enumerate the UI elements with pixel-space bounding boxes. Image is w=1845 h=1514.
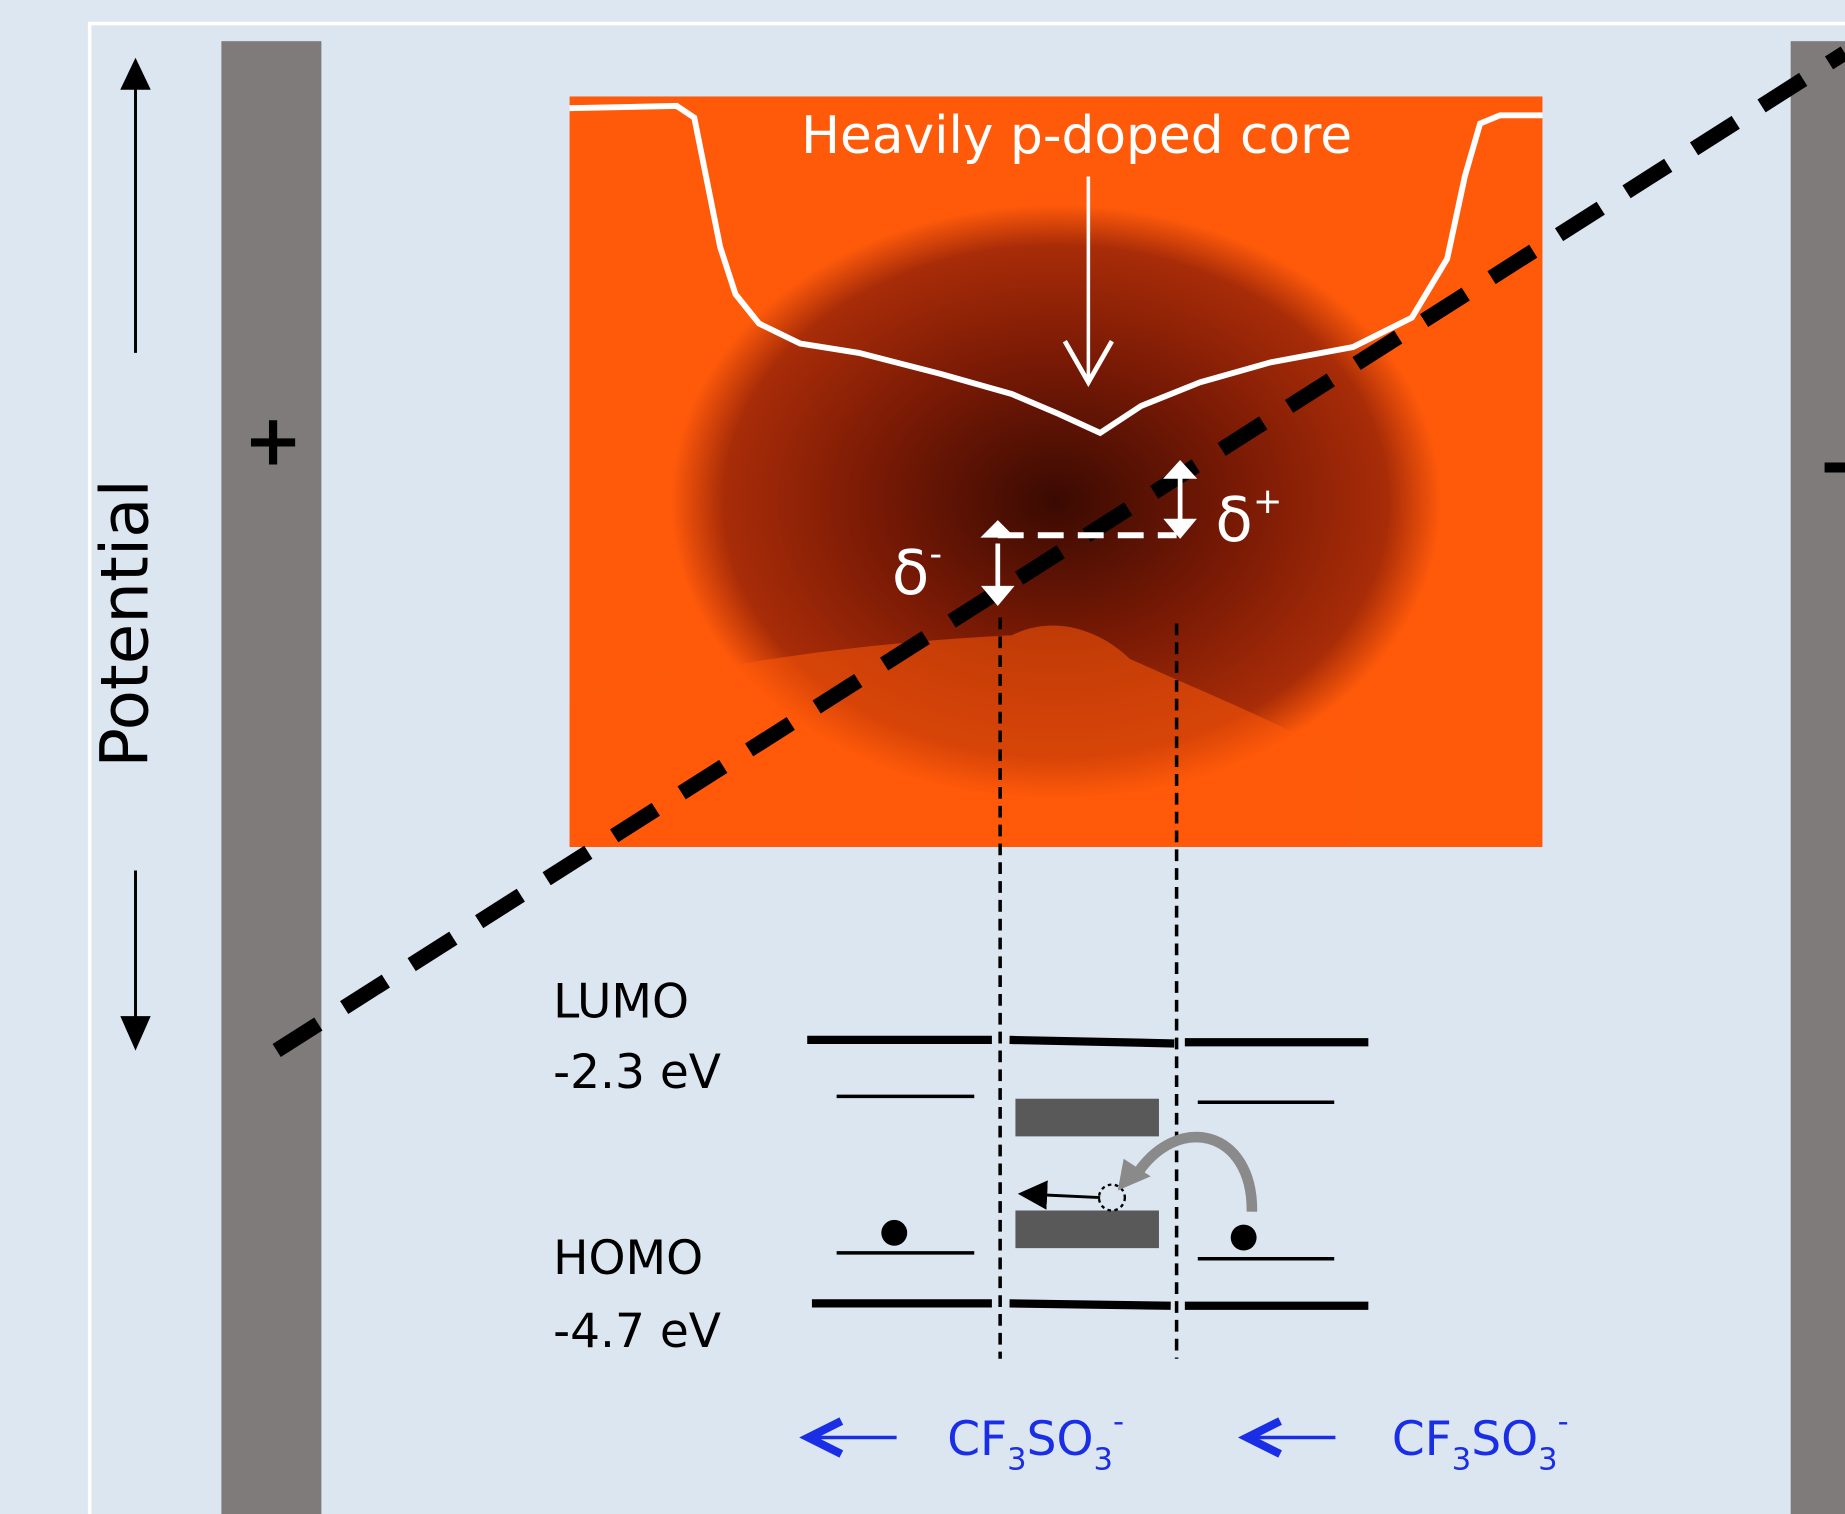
homo-label: HOMO [553,1231,703,1286]
hole [1231,1225,1257,1251]
homo-energy: -4.7 eV [553,1304,721,1359]
plus-sign: + [244,399,303,482]
left-electrode [221,41,321,1514]
right-electrode [1791,41,1845,1514]
anion-sub: 3 [1538,1442,1557,1477]
anion-part: SO [1027,1412,1094,1467]
anion-sub: 3 [1094,1442,1113,1477]
delta-sup: - [929,534,942,575]
core-label: Heavily p-doped core [801,106,1352,166]
delta-sup: + [1253,481,1283,522]
anion-sup: - [1558,1405,1569,1440]
axis-label: Potential [86,479,163,768]
delta-symbol: δ [892,538,929,609]
anion-part: CF [947,1412,1007,1467]
anion-part: CF [1392,1412,1452,1467]
delta-symbol: δ [1215,485,1252,556]
minus-sign: - [1821,422,1845,505]
polaron-level [1015,1210,1159,1248]
lumo-label: LUMO [553,975,689,1030]
anion-sup: - [1113,1405,1124,1440]
anion-sub: 3 [1452,1442,1471,1477]
anion-sub: 3 [1007,1442,1026,1477]
page: + - Potential Heavily p-doped core δ- δ+… [0,0,1845,1514]
lumo-energy: -2.3 eV [553,1045,721,1100]
diagram: + - Potential Heavily p-doped core δ- δ+… [0,0,1845,1514]
anion-part: SO [1471,1412,1538,1467]
hole [881,1220,907,1246]
polaron-level [1015,1099,1159,1137]
